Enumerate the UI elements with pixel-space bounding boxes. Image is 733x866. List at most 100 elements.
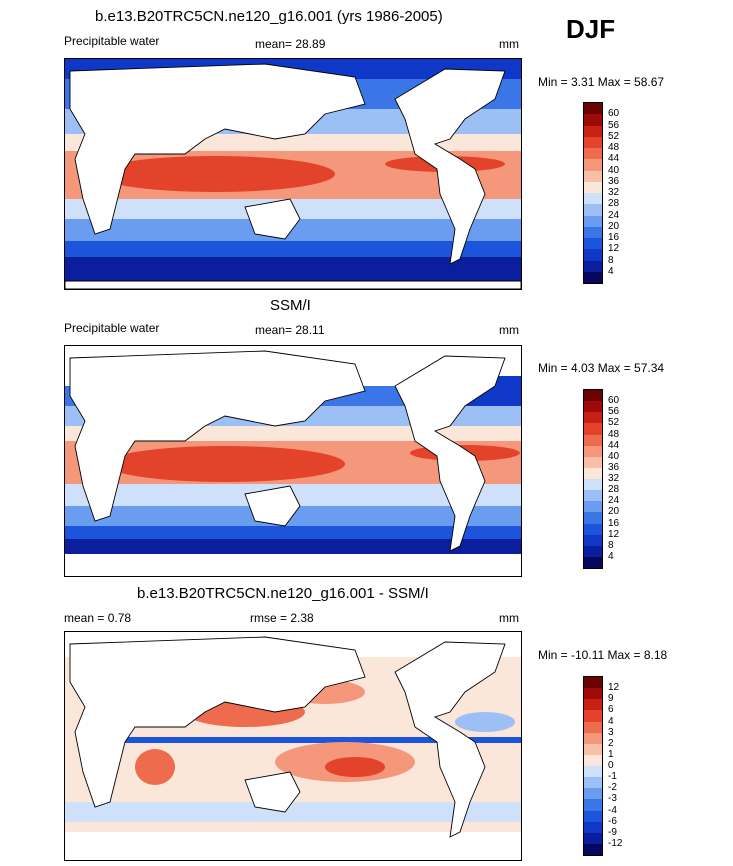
- colorbar-cell-2-3: [584, 523, 602, 535]
- panel2-field-polar: [65, 539, 521, 554]
- colorbar-cell-1-12: [584, 136, 602, 148]
- panel2-map-svg: [65, 346, 521, 576]
- colorbar-label-2-11: 48: [608, 428, 620, 440]
- panel3-americas: [394, 641, 506, 838]
- panel3-field-atl-neg: [455, 712, 515, 732]
- colorbar-cell-3-10: [584, 732, 602, 744]
- colorbar-label-1-9: 40: [608, 164, 620, 176]
- panel1-colorbar: 4 8 12 16 20 24 28 32 36 40 44 48 52 56 60: [583, 102, 619, 284]
- colorbar-cell-2-6: [584, 490, 602, 502]
- colorbar-cell-2-8: [584, 467, 602, 479]
- colorbar-cell-1-15: [584, 103, 602, 115]
- colorbar-cell-3-15: [584, 677, 602, 689]
- colorbar-label-3-4: -3: [608, 793, 617, 805]
- colorbar-cell-3-11: [584, 721, 602, 733]
- colorbar-label-1-6: 28: [608, 198, 620, 210]
- colorbar-label-3-10: 3: [608, 726, 614, 738]
- panel1-africa-eurasia: [69, 63, 366, 235]
- colorbar-cell-3-7: [584, 766, 602, 778]
- colorbar-label-3-0: -12: [608, 837, 623, 849]
- colorbar-label-2-12: 52: [608, 417, 620, 429]
- panel3-map-svg: [65, 632, 521, 860]
- colorbar-cell-2-0: [584, 556, 602, 568]
- colorbar-label-3-2: -6: [608, 815, 617, 827]
- panel3-field-indian-pos: [135, 749, 175, 785]
- panel3-field-sepac-core: [325, 757, 385, 777]
- panel2-minmax: Min = 4.03 Max = 57.34: [538, 361, 665, 375]
- colorbar-cell-2-4: [584, 512, 602, 524]
- colorbar-cell-3-13: [584, 699, 602, 711]
- panel2-colorbar: 4 8 12 16 20 24 28 32 36 40 44 48 52 56 60: [583, 389, 619, 569]
- panel1-map-svg: [65, 59, 521, 289]
- panel3-field-missing-south: [65, 832, 521, 860]
- colorbar-label-3-12: 6: [608, 704, 614, 716]
- colorbar-label-2-3: 16: [608, 517, 620, 529]
- panel3-australia: [244, 771, 301, 813]
- panel1-minmax: Min = 3.31 Max = 58.67: [538, 75, 665, 89]
- panel2-field-sh-mid: [65, 506, 521, 528]
- panel3-field-so-neg: [65, 802, 521, 822]
- panel2-continents: [69, 350, 506, 552]
- season-label: DJF: [566, 14, 616, 44]
- colorbar-label-3-5: -2: [608, 782, 617, 794]
- panel1-antarctica: [65, 280, 521, 289]
- panel2-units: mm: [499, 323, 519, 337]
- panel2-map: [64, 345, 522, 577]
- panel3-field-equatorial-neg: [125, 737, 521, 743]
- panel1-map: [64, 58, 522, 290]
- colorbar-cell-1-3: [584, 238, 602, 250]
- colorbar-cell-2-12: [584, 423, 602, 435]
- colorbar-cell-1-10: [584, 159, 602, 171]
- colorbar-label-1-8: 36: [608, 175, 620, 187]
- panel2-australia: [244, 485, 301, 527]
- colorbar-label-3-6: -1: [608, 771, 617, 783]
- colorbar-label-1-4: 20: [608, 220, 620, 232]
- colorbar-label-2-1: 8: [608, 539, 614, 551]
- panel3-title: b.e13.B20TRC5CN.ne120_g16.001 - SSM/I: [137, 585, 429, 602]
- panel1-field-warmpool: [95, 156, 335, 192]
- colorbar-cell-3-5: [584, 788, 602, 800]
- colorbar-cell-3-8: [584, 754, 602, 766]
- colorbar-cell-3-3: [584, 810, 602, 822]
- colorbar-cell-1-0: [584, 271, 602, 283]
- panel2-africa-eurasia: [69, 350, 366, 522]
- colorbar-label-2-14: 60: [608, 395, 620, 407]
- panel3-mean: mean = 0.78: [64, 611, 132, 625]
- colorbar-cell-1-5: [584, 215, 602, 227]
- colorbar-label-1-10: 44: [608, 153, 620, 165]
- panel2-variable-label: Precipitable water: [64, 321, 160, 335]
- panel1-field-sh-high: [65, 241, 521, 261]
- colorbar-label-1-13: 56: [608, 119, 620, 131]
- colorbar-cell-3-14: [584, 688, 602, 700]
- colorbar-cell-2-15: [584, 390, 602, 402]
- colorbar-label-2-7: 32: [608, 473, 620, 484]
- colorbar-cell-3-12: [584, 710, 602, 722]
- colorbar-label-1-7: 32: [608, 187, 620, 198]
- colorbar-cell-3-0: [584, 843, 602, 855]
- colorbar-cell-1-9: [584, 170, 602, 182]
- colorbar-label-3-14: 12: [608, 682, 620, 694]
- panel1-australia: [244, 198, 301, 240]
- colorbar-cell-3-9: [584, 743, 602, 755]
- colorbar-label-3-11: 4: [608, 715, 614, 727]
- colorbar-label-3-3: -4: [608, 804, 617, 816]
- colorbar-cell-2-14: [584, 401, 602, 413]
- panel1-mean: mean= 28.89: [255, 37, 326, 51]
- colorbar-cell-3-4: [584, 799, 602, 811]
- colorbar-label-3-13: 9: [608, 693, 614, 705]
- colorbar-label-1-2: 12: [608, 243, 620, 255]
- colorbar-cell-2-9: [584, 456, 602, 468]
- colorbar-cell-1-13: [584, 125, 602, 137]
- colorbar-cell-1-14: [584, 114, 602, 126]
- panel1-units: mm: [499, 37, 519, 51]
- colorbar-cell-2-7: [584, 479, 602, 491]
- colorbar-label-2-2: 12: [608, 528, 620, 540]
- colorbar-cell-2-11: [584, 434, 602, 446]
- panel3-rmse: rmse = 2.38: [250, 611, 314, 625]
- panel1-americas: [394, 68, 506, 265]
- colorbar-label-2-10: 44: [608, 439, 620, 451]
- colorbar-cell-1-7: [584, 193, 602, 205]
- colorbar-label-3-7: 0: [608, 760, 614, 771]
- colorbar-cell-2-1: [584, 545, 602, 557]
- colorbar-label-3-9: 2: [608, 737, 614, 749]
